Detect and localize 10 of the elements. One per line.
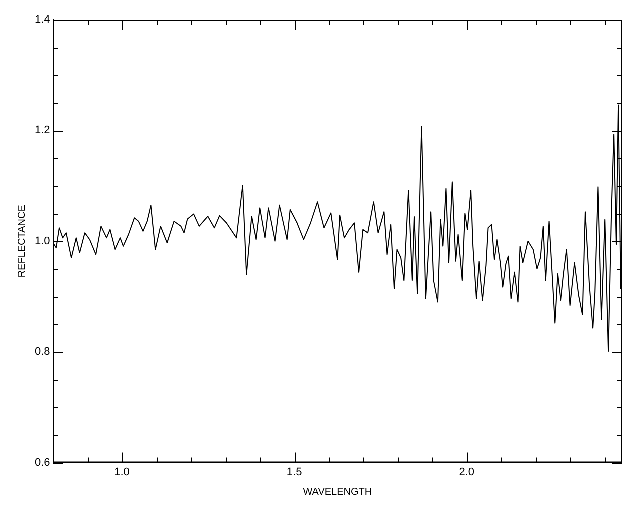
x-axis-title: WAVELENGTH <box>303 486 372 498</box>
y-axis-title: REFLECTANCE <box>16 204 28 278</box>
y-tick-label: 1.0 <box>34 235 50 248</box>
y-tick-label: 0.6 <box>34 456 50 469</box>
x-tick-label: 2.0 <box>459 466 475 478</box>
y-tick-label: 1.4 <box>34 14 50 26</box>
y-tick-label: 0.8 <box>34 346 50 358</box>
y-tick-label: 1.2 <box>34 124 50 137</box>
x-tick-label: 1.5 <box>286 466 302 478</box>
x-tick-label: 1.0 <box>114 466 130 478</box>
